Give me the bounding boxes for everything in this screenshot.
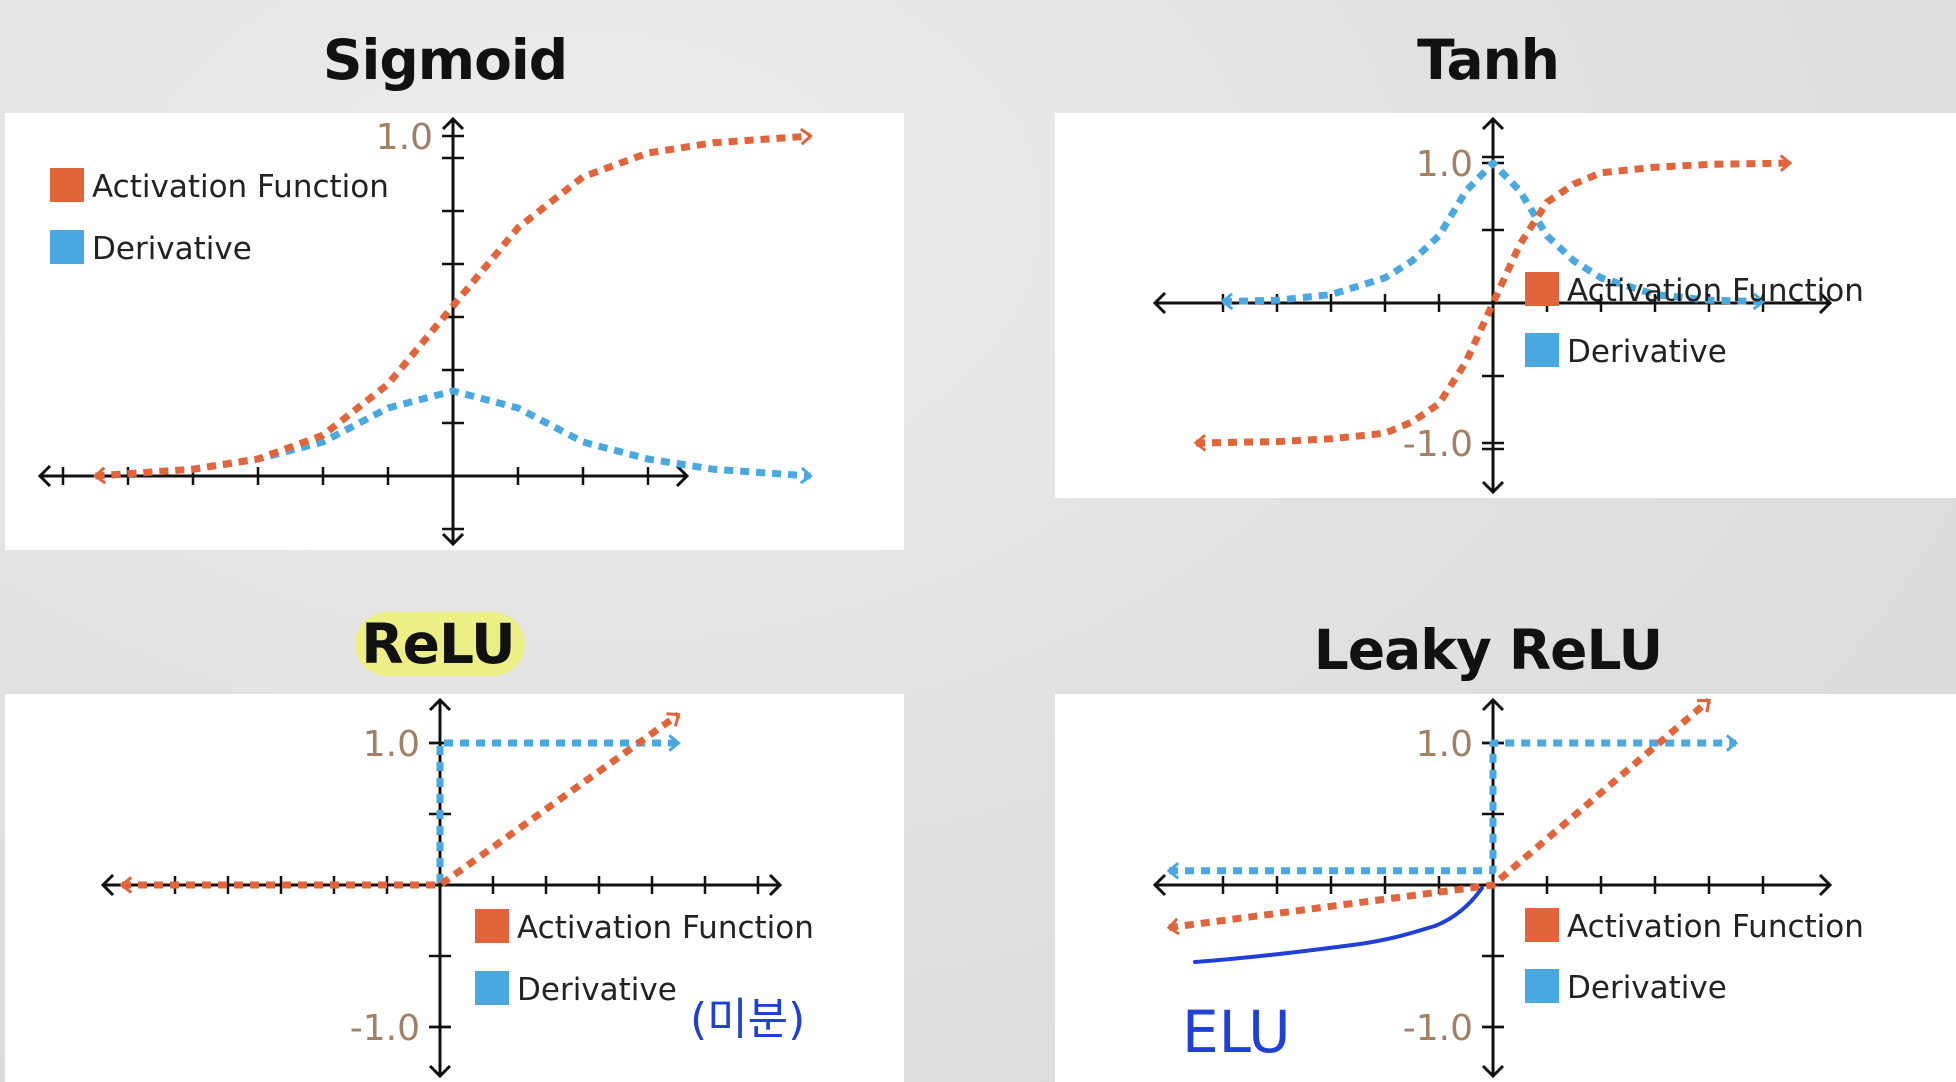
y-axis-top-arrow xyxy=(1481,697,1505,712)
x-axis-left-arrow xyxy=(37,464,52,488)
series-start-arrow xyxy=(119,876,133,894)
series-start-arrow xyxy=(1166,861,1180,880)
x-axis-right-arrow xyxy=(1818,873,1833,897)
derivative-legend-swatch xyxy=(50,230,84,264)
derivative-line xyxy=(122,739,679,889)
activation-legend-swatch xyxy=(475,909,509,943)
derivative-line xyxy=(95,387,811,480)
derivative-line xyxy=(1222,159,1764,306)
x-axis-left-arrow xyxy=(1152,291,1167,315)
activation-function-line xyxy=(122,711,681,889)
y-axis-bottom-arrow xyxy=(1481,480,1505,495)
relu-plot: 1.0 -1.0 Activation Function Derivative xyxy=(100,697,814,1079)
tanh-title: Tanh xyxy=(1417,28,1560,92)
series-end-arrow xyxy=(1752,292,1766,311)
y-tick-label: 1.0 xyxy=(376,117,433,158)
y-axis-top-arrow xyxy=(428,697,452,712)
series-end-arrow xyxy=(799,466,813,485)
derivative-legend-label: Derivative xyxy=(1567,970,1727,1006)
y-axis-bottom-arrow xyxy=(441,532,465,547)
x-axis-right-arrow xyxy=(768,873,783,897)
y-tick-label: -1.0 xyxy=(1403,1008,1473,1049)
activation-legend-label: Activation Function xyxy=(92,169,389,205)
series-end-arrow xyxy=(799,127,813,146)
derivative-legend-label: Derivative xyxy=(1567,334,1727,370)
leaky-relu-chart: 1.0 -1.0 Activation Function Derivative xyxy=(1055,694,1956,1082)
activation-function-line xyxy=(1168,697,1712,932)
derivative-legend-label: Derivative xyxy=(517,972,677,1008)
activation-legend-swatch xyxy=(1525,272,1559,306)
derivative-legend-swatch xyxy=(1525,333,1559,367)
derivative-legend-swatch xyxy=(475,971,509,1005)
y-tick-label: 1.0 xyxy=(363,724,420,765)
series-start-arrow xyxy=(93,466,107,485)
series-end-arrow xyxy=(1725,734,1739,752)
x-axis-right-arrow xyxy=(1818,291,1833,315)
series-end-arrow xyxy=(1779,154,1793,172)
sigmoid-plot: 1.0 Activation Function Derivative xyxy=(37,116,813,547)
x-axis-left-arrow xyxy=(1152,873,1167,897)
relu-title: ReLU xyxy=(361,612,515,676)
activation-legend-swatch xyxy=(50,168,84,202)
activation-legend-label: Activation Function xyxy=(1567,909,1864,945)
derivative-line xyxy=(1169,739,1736,875)
series-end-arrow xyxy=(1696,698,1711,713)
y-axis-top-arrow xyxy=(441,116,465,131)
y-tick-label: -1.0 xyxy=(1403,424,1473,465)
series-start-arrow xyxy=(1166,917,1180,936)
series-end-arrow xyxy=(666,712,681,727)
x-axis-right-arrow xyxy=(675,464,690,488)
derivative-legend-swatch xyxy=(1525,969,1559,1003)
y-axis-bottom-arrow xyxy=(1481,1064,1505,1079)
tanh-plot: 1.0 -1.0 Activation Function Derivative xyxy=(1152,116,1864,495)
activation-function-line xyxy=(95,132,811,480)
leaky-relu-plot: 1.0 -1.0 Activation Function Derivative xyxy=(1152,697,1864,1079)
relu-title-highlight xyxy=(355,612,525,676)
sigmoid-chart: 1.0 Activation Function Derivative xyxy=(5,113,904,550)
y-axis-bottom-arrow xyxy=(428,1064,452,1079)
x-axis-left-arrow xyxy=(100,873,115,897)
series-start-arrow xyxy=(1193,434,1207,452)
leaky-relu-title: Leaky ReLU xyxy=(1313,618,1663,682)
series-start-arrow xyxy=(1220,292,1234,311)
y-tick-label: 1.0 xyxy=(1416,144,1473,185)
y-tick-label: 1.0 xyxy=(1416,724,1473,765)
tanh-chart: 1.0 -1.0 Activation Function Derivative xyxy=(1055,113,1956,498)
sigmoid-title: Sigmoid xyxy=(322,28,568,92)
activation-legend-label: Activation Function xyxy=(1567,273,1864,309)
relu-chart: 1.0 -1.0 Activation Function Derivative xyxy=(5,694,904,1082)
derivative-legend-label: Derivative xyxy=(92,231,252,267)
activation-function-line xyxy=(1195,159,1791,447)
y-axis-top-arrow xyxy=(1481,116,1505,131)
series-end-arrow xyxy=(668,734,681,752)
activation-legend-swatch xyxy=(1525,908,1559,942)
y-tick-label: -1.0 xyxy=(350,1008,420,1049)
activation-legend-label: Activation Function xyxy=(517,910,814,946)
